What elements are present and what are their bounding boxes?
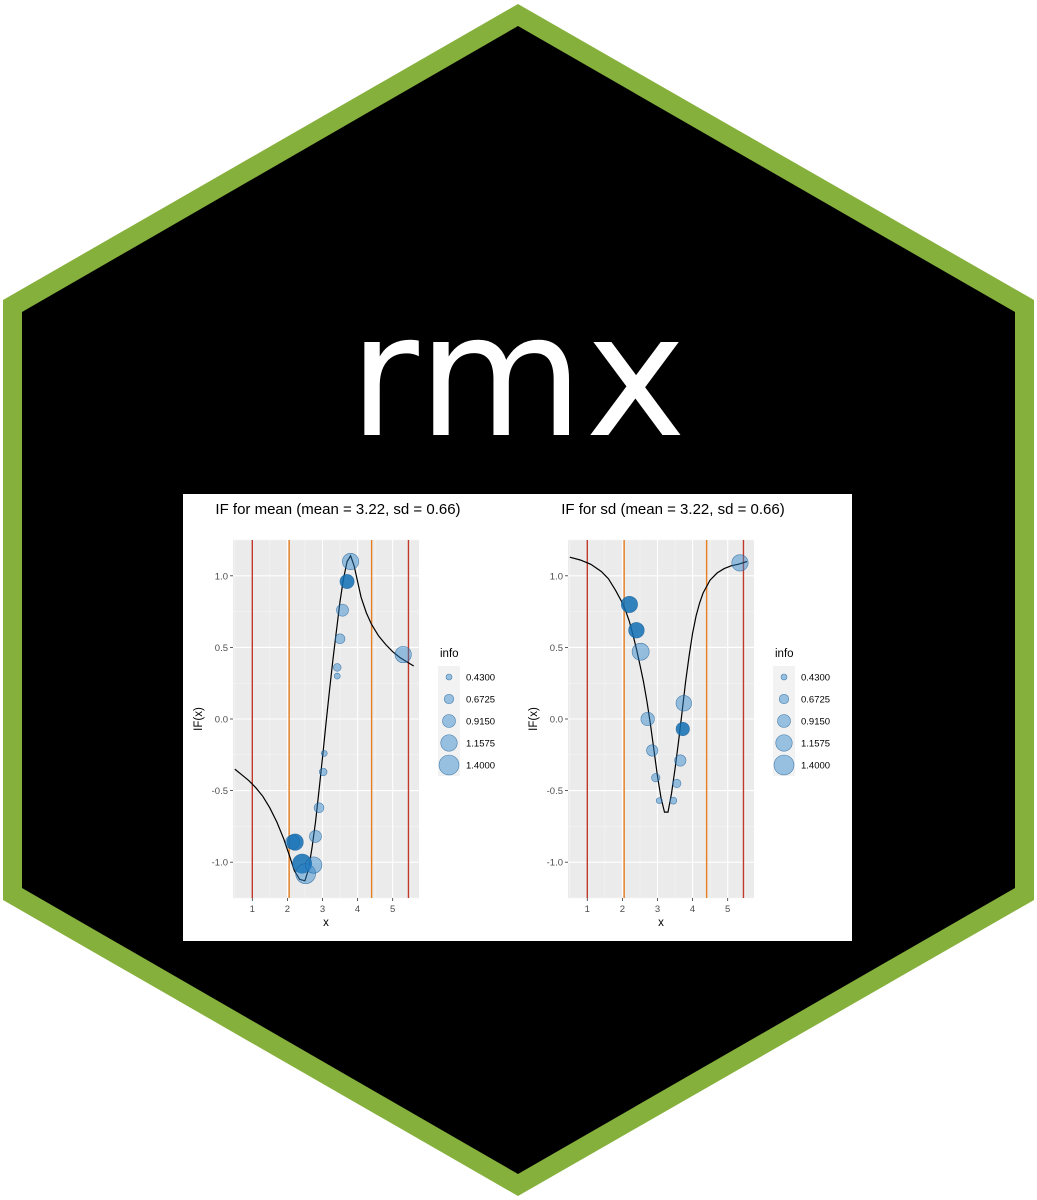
legend-label: 0.6725 (466, 695, 495, 706)
x-tick-label: 1 (250, 904, 255, 915)
chart-panel: IF for mean (mean = 3.22, sd = 0.66) -1.0… (183, 494, 852, 941)
y-tick-label: -0.5 (212, 786, 228, 797)
data-point (669, 796, 678, 805)
data-point (336, 603, 349, 617)
legend-label: 0.4300 (801, 673, 830, 684)
legend-label: 0.4300 (466, 673, 495, 684)
legend-label: 0.6725 (801, 695, 830, 706)
y-tick-label: -1.0 (212, 858, 228, 869)
data-point (631, 642, 650, 661)
data-point (334, 633, 346, 645)
data-point (675, 695, 692, 712)
legend-key-background (773, 732, 795, 754)
data-point (319, 767, 328, 777)
chart-title: IF for sd (mean = 3.22, sd = 0.66) (561, 501, 784, 518)
data-point (674, 754, 687, 767)
chart-if-mean: IF for mean (mean = 3.22, sd = 0.66) -1.0… (193, 501, 495, 929)
influence-curve (234, 554, 415, 882)
chart-if-sd: IF for sd (mean = 3.22, sd = 0.66) -1.0 -0… (528, 501, 830, 929)
data-point (620, 595, 638, 613)
data-point (309, 830, 322, 843)
legend-key-symbol (445, 673, 453, 681)
x-tick-label: 2 (285, 904, 290, 915)
influence-curve (569, 556, 748, 813)
legend-key-symbol (442, 714, 456, 728)
legend-key-background (438, 710, 460, 732)
y-tick-label: 0.0 (215, 715, 228, 726)
x-axis-label: x (323, 917, 329, 929)
data-point (333, 672, 341, 680)
x-axis-label: x (658, 917, 664, 929)
data-point (731, 554, 749, 572)
data-point (342, 552, 360, 570)
data-point (305, 856, 323, 874)
y-tick-label: 0.5 (550, 643, 563, 654)
x-tick-label: 3 (655, 904, 660, 915)
data-point (333, 663, 342, 672)
legend-key-background (773, 710, 795, 732)
data-point (313, 802, 325, 814)
x-tick-label: 4 (690, 904, 695, 915)
legend-title: info (440, 648, 459, 660)
legend-title: info (775, 648, 794, 660)
legend-key-symbol (440, 734, 458, 752)
data-point (646, 744, 659, 757)
legend-label: 1.1575 (466, 739, 495, 750)
y-tick-label: -1.0 (547, 858, 563, 869)
data-point (320, 750, 328, 757)
legend-key-background (438, 666, 460, 688)
legend-label: 1.4000 (466, 761, 495, 772)
data-point (628, 622, 645, 639)
legend-key-background (438, 754, 460, 776)
y-axis-label: IF(x) (528, 707, 540, 731)
legend-key-symbol (780, 673, 788, 681)
data-point (675, 721, 690, 737)
y-tick-label: -0.5 (547, 786, 563, 797)
legend-key-background (773, 666, 795, 688)
legend-label: 1.4000 (801, 761, 830, 772)
legend-key-symbol (775, 734, 793, 752)
legend-key-symbol (777, 714, 791, 728)
data-point (339, 574, 355, 589)
data-point (651, 773, 661, 783)
legend-key-background (773, 688, 795, 710)
data-point (286, 833, 304, 851)
data-point (640, 711, 655, 727)
x-tick-label: 2 (620, 904, 625, 915)
x-tick-label: 4 (355, 904, 360, 915)
y-tick-label: 0.0 (550, 715, 563, 726)
data-point (394, 646, 412, 664)
data-point (672, 778, 682, 788)
legend-key-symbol (443, 693, 455, 705)
data-point (655, 797, 663, 804)
chart-title: IF for mean (mean = 3.22, sd = 0.66) (215, 501, 460, 518)
legend-label: 1.1575 (801, 739, 830, 750)
y-axis-label: IF(x) (193, 707, 205, 731)
legend-key-symbol (438, 754, 460, 776)
x-tick-label: 5 (390, 904, 395, 915)
legend-label: 0.9150 (466, 717, 495, 728)
y-tick-label: 1.0 (215, 571, 228, 582)
legend-key-background (773, 754, 795, 776)
legend-key-background (438, 732, 460, 754)
legend-label: 0.9150 (801, 717, 830, 728)
logo-title: rmx (348, 278, 689, 476)
legend-key-symbol (773, 754, 795, 776)
y-tick-label: 1.0 (550, 571, 563, 582)
legend-key-symbol (778, 693, 790, 705)
x-tick-label: 1 (585, 904, 590, 915)
legend-key-background (438, 688, 460, 710)
y-tick-label: 0.5 (215, 643, 228, 654)
x-tick-label: 3 (320, 904, 325, 915)
x-tick-label: 5 (725, 904, 730, 915)
